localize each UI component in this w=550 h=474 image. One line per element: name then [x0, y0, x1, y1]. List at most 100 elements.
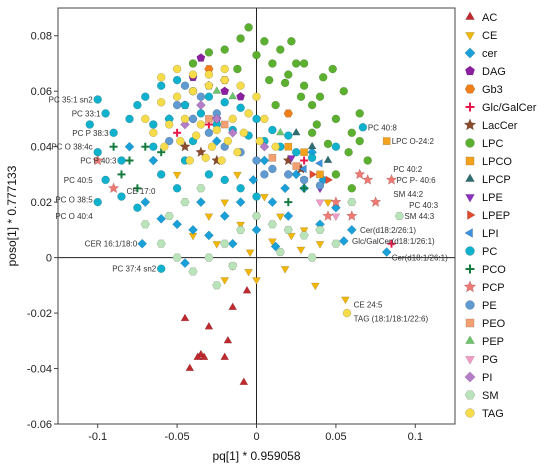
data-point [207, 142, 217, 151]
data-point [280, 266, 290, 274]
data-point [268, 164, 277, 174]
data-point [394, 211, 405, 221]
point-annotation: PC 40:3 [409, 201, 438, 210]
legend-label: SM [482, 390, 499, 402]
data-point [307, 128, 317, 138]
data-point [220, 352, 230, 360]
data-point [220, 120, 229, 129]
y-tick-label: -0.06 [27, 419, 52, 431]
legend-item: LPEP [467, 210, 510, 222]
data-point [268, 59, 277, 68]
data-point [296, 92, 306, 101]
data-point [232, 171, 242, 180]
legend-label: PI [482, 372, 492, 384]
legend-item: LPI [464, 228, 499, 240]
data-point [180, 313, 190, 322]
data-point [133, 100, 142, 110]
data-point [149, 128, 158, 138]
data-point [331, 170, 341, 179]
data-point [164, 211, 174, 221]
data-point [93, 197, 102, 207]
legend-label: LPCP [482, 174, 511, 186]
data-point [188, 224, 198, 235]
data-point [369, 196, 382, 207]
legend-item: LPC [465, 138, 503, 150]
data-point [331, 142, 341, 151]
data-point [220, 75, 229, 85]
point-annotation: CER 16:1/18:0 [85, 240, 138, 249]
legend-marker [464, 47, 476, 59]
data-point [283, 211, 294, 221]
data-point [299, 81, 309, 90]
data-point [180, 198, 190, 207]
legend-marker [464, 84, 476, 94]
data-point [149, 142, 158, 151]
data-point [242, 285, 252, 294]
data-point [227, 127, 238, 138]
legend-item: PCO [465, 264, 506, 276]
data-point [299, 59, 309, 68]
legend-label: PCP [482, 282, 505, 294]
legend-label: TAG [482, 408, 504, 420]
data-point [244, 109, 253, 118]
data-point [93, 95, 102, 104]
data-point [307, 253, 317, 262]
legend-item: LacCer [463, 118, 518, 132]
data-point [315, 241, 325, 249]
y-tick-label: 0.06 [31, 86, 52, 98]
point-annotation: LPC O-24:2 [392, 137, 435, 146]
data-point [141, 92, 150, 101]
legend-marker [465, 11, 475, 20]
data-point [346, 209, 358, 221]
axis-ticks: -0.1 -0.05 0 0.05 0.1 -0.06 -0.04 -0.02 0 0.02 0.0… [27, 31, 423, 443]
legend-marker [465, 264, 475, 274]
legend-item: PE [465, 300, 497, 312]
data-point [172, 184, 182, 193]
data-point [252, 277, 261, 285]
data-point [315, 225, 325, 234]
y-tick-label: -0.02 [27, 308, 52, 320]
data-point [173, 128, 182, 137]
data-point [196, 109, 206, 118]
data-point [204, 213, 214, 222]
data-point [268, 125, 277, 135]
data-point [314, 158, 323, 168]
legend-item: PC [465, 246, 497, 258]
data-point [109, 142, 118, 151]
legend-label: DAG [482, 66, 506, 78]
data-point [315, 181, 325, 190]
data-point [176, 136, 185, 146]
legend-item: PEP [465, 335, 504, 348]
legend-marker [467, 210, 476, 220]
data-point [236, 81, 245, 90]
data-point [323, 139, 333, 149]
legend-label: PEO [482, 318, 506, 330]
legend-label: PE [482, 300, 497, 312]
data-point [387, 239, 396, 248]
legend-item: TAG [465, 408, 504, 420]
data-point [172, 171, 182, 180]
data-points [85, 23, 405, 385]
data-point [180, 119, 190, 130]
data-point [286, 232, 296, 241]
data-point [283, 225, 293, 234]
data-point [259, 194, 269, 202]
data-point [286, 155, 296, 163]
point-annotation: PC P 40:3 [80, 157, 117, 166]
data-point [268, 153, 277, 162]
data-point [196, 120, 206, 129]
data-point [252, 50, 261, 60]
data-point [236, 184, 245, 193]
data-point [248, 174, 259, 185]
data-point [252, 192, 261, 201]
data-point [283, 109, 293, 118]
data-point [141, 114, 150, 124]
data-point [300, 184, 309, 193]
data-point [296, 246, 306, 255]
data-point [381, 247, 392, 258]
y-tick-label: -0.04 [27, 364, 52, 376]
data-point [204, 70, 214, 79]
data-point [204, 321, 214, 330]
data-point [157, 148, 166, 157]
data-point [236, 91, 246, 101]
